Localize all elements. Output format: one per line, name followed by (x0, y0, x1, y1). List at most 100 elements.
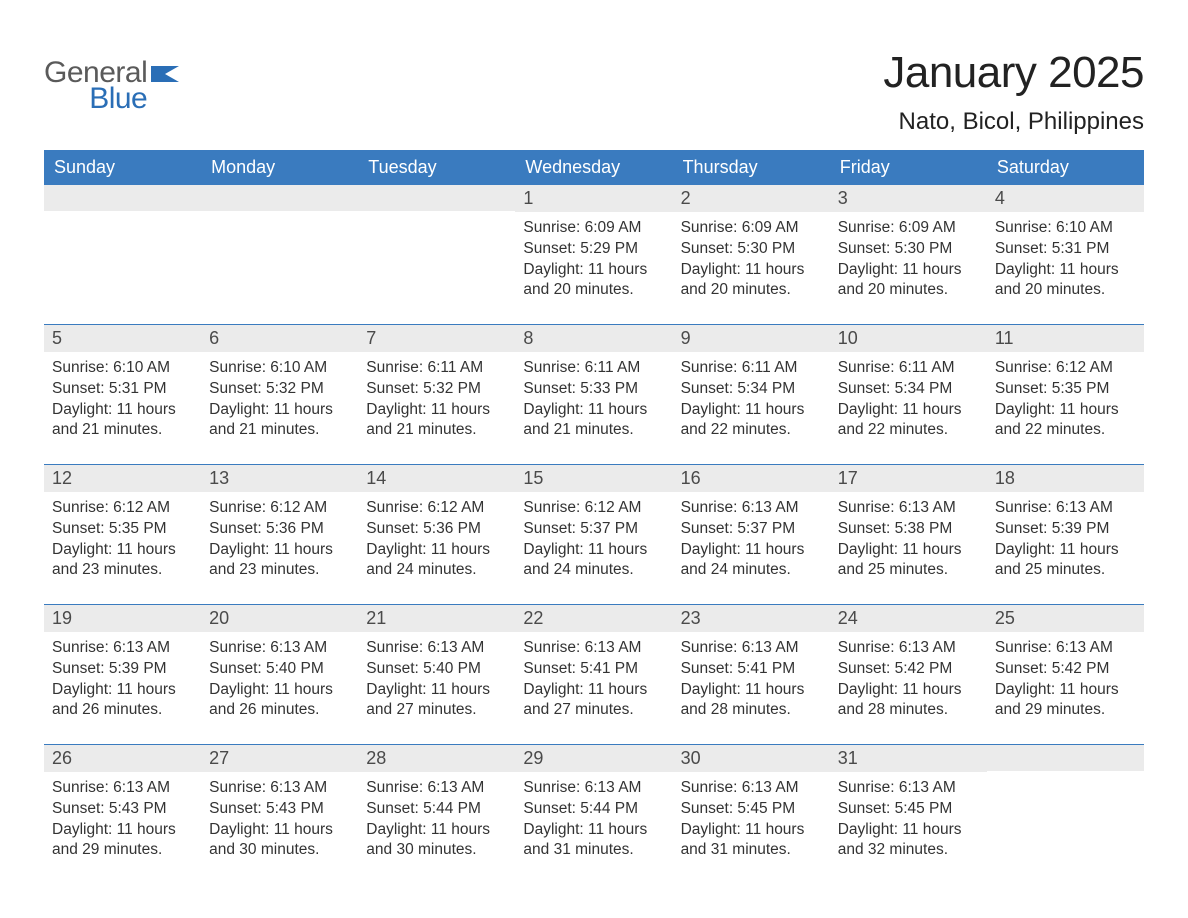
logo: General Blue (44, 48, 179, 114)
day-cell: 8Sunrise: 6:11 AMSunset: 5:33 PMDaylight… (515, 325, 672, 446)
daylight-line: Daylight: 11 hours and 29 minutes. (995, 680, 1136, 722)
day-cell: 31Sunrise: 6:13 AMSunset: 5:45 PMDayligh… (830, 745, 987, 866)
sunrise-line: Sunrise: 6:13 AM (681, 638, 822, 659)
day-number: 14 (358, 465, 515, 492)
day-header-thursday: Thursday (673, 150, 830, 185)
day-cell: 1Sunrise: 6:09 AMSunset: 5:29 PMDaylight… (515, 185, 672, 306)
sunset-line: Sunset: 5:30 PM (681, 239, 822, 260)
sunrise-line: Sunrise: 6:09 AM (681, 218, 822, 239)
daylight-line: Daylight: 11 hours and 25 minutes. (838, 540, 979, 582)
day-cell: 9Sunrise: 6:11 AMSunset: 5:34 PMDaylight… (673, 325, 830, 446)
day-cell: 19Sunrise: 6:13 AMSunset: 5:39 PMDayligh… (44, 605, 201, 726)
daylight-line: Daylight: 11 hours and 22 minutes. (995, 400, 1136, 442)
sunset-line: Sunset: 5:34 PM (681, 379, 822, 400)
day-cell: 16Sunrise: 6:13 AMSunset: 5:37 PMDayligh… (673, 465, 830, 586)
day-cell: 27Sunrise: 6:13 AMSunset: 5:43 PMDayligh… (201, 745, 358, 866)
day-number: 19 (44, 605, 201, 632)
daylight-line: Daylight: 11 hours and 21 minutes. (209, 400, 350, 442)
day-number: 22 (515, 605, 672, 632)
day-number: 21 (358, 605, 515, 632)
day-data: Sunrise: 6:13 AMSunset: 5:40 PMDaylight:… (201, 632, 358, 726)
sunrise-line: Sunrise: 6:12 AM (209, 498, 350, 519)
sunset-line: Sunset: 5:33 PM (523, 379, 664, 400)
day-number: 12 (44, 465, 201, 492)
sunrise-line: Sunrise: 6:10 AM (52, 358, 193, 379)
day-data: Sunrise: 6:12 AMSunset: 5:35 PMDaylight:… (987, 352, 1144, 446)
day-number (44, 185, 201, 211)
day-data (358, 211, 515, 305)
daylight-line: Daylight: 11 hours and 29 minutes. (52, 820, 193, 862)
sunrise-line: Sunrise: 6:12 AM (995, 358, 1136, 379)
sunrise-line: Sunrise: 6:13 AM (523, 638, 664, 659)
day-cell (358, 185, 515, 306)
daylight-line: Daylight: 11 hours and 30 minutes. (366, 820, 507, 862)
daylight-line: Daylight: 11 hours and 28 minutes. (681, 680, 822, 722)
weeks-container: 1Sunrise: 6:09 AMSunset: 5:29 PMDaylight… (44, 185, 1144, 866)
day-data: Sunrise: 6:13 AMSunset: 5:43 PMDaylight:… (201, 772, 358, 866)
sunrise-line: Sunrise: 6:10 AM (995, 218, 1136, 239)
calendar: Sunday Monday Tuesday Wednesday Thursday… (44, 150, 1144, 866)
daylight-line: Daylight: 11 hours and 26 minutes. (52, 680, 193, 722)
day-data: Sunrise: 6:12 AMSunset: 5:36 PMDaylight:… (358, 492, 515, 586)
sunset-line: Sunset: 5:32 PM (366, 379, 507, 400)
sunrise-line: Sunrise: 6:13 AM (838, 778, 979, 799)
day-number: 27 (201, 745, 358, 772)
day-header-tuesday: Tuesday (358, 150, 515, 185)
day-cell: 5Sunrise: 6:10 AMSunset: 5:31 PMDaylight… (44, 325, 201, 446)
day-cell: 26Sunrise: 6:13 AMSunset: 5:43 PMDayligh… (44, 745, 201, 866)
sunset-line: Sunset: 5:40 PM (366, 659, 507, 680)
daylight-line: Daylight: 11 hours and 22 minutes. (681, 400, 822, 442)
day-header-row: Sunday Monday Tuesday Wednesday Thursday… (44, 150, 1144, 185)
sunset-line: Sunset: 5:36 PM (366, 519, 507, 540)
day-cell: 14Sunrise: 6:12 AMSunset: 5:36 PMDayligh… (358, 465, 515, 586)
day-number: 18 (987, 465, 1144, 492)
day-cell: 7Sunrise: 6:11 AMSunset: 5:32 PMDaylight… (358, 325, 515, 446)
sunset-line: Sunset: 5:45 PM (838, 799, 979, 820)
sunrise-line: Sunrise: 6:13 AM (995, 498, 1136, 519)
day-number: 17 (830, 465, 987, 492)
sunset-line: Sunset: 5:35 PM (995, 379, 1136, 400)
day-cell: 17Sunrise: 6:13 AMSunset: 5:38 PMDayligh… (830, 465, 987, 586)
sunrise-line: Sunrise: 6:11 AM (366, 358, 507, 379)
sunset-line: Sunset: 5:43 PM (52, 799, 193, 820)
sunrise-line: Sunrise: 6:13 AM (209, 778, 350, 799)
day-number: 25 (987, 605, 1144, 632)
daylight-line: Daylight: 11 hours and 23 minutes. (209, 540, 350, 582)
day-data: Sunrise: 6:11 AMSunset: 5:33 PMDaylight:… (515, 352, 672, 446)
week-row: 12Sunrise: 6:12 AMSunset: 5:35 PMDayligh… (44, 464, 1144, 586)
day-data: Sunrise: 6:13 AMSunset: 5:45 PMDaylight:… (673, 772, 830, 866)
daylight-line: Daylight: 11 hours and 21 minutes. (523, 400, 664, 442)
daylight-line: Daylight: 11 hours and 24 minutes. (366, 540, 507, 582)
daylight-line: Daylight: 11 hours and 30 minutes. (209, 820, 350, 862)
day-number (358, 185, 515, 211)
daylight-line: Daylight: 11 hours and 32 minutes. (838, 820, 979, 862)
day-cell: 3Sunrise: 6:09 AMSunset: 5:30 PMDaylight… (830, 185, 987, 306)
daylight-line: Daylight: 11 hours and 24 minutes. (523, 540, 664, 582)
sunset-line: Sunset: 5:29 PM (523, 239, 664, 260)
daylight-line: Daylight: 11 hours and 31 minutes. (681, 820, 822, 862)
page-header: General Blue January 2025 Nato, Bicol, P… (44, 48, 1144, 136)
day-data: Sunrise: 6:13 AMSunset: 5:44 PMDaylight:… (358, 772, 515, 866)
sunrise-line: Sunrise: 6:12 AM (366, 498, 507, 519)
sunrise-line: Sunrise: 6:13 AM (995, 638, 1136, 659)
day-number: 13 (201, 465, 358, 492)
day-data: Sunrise: 6:11 AMSunset: 5:32 PMDaylight:… (358, 352, 515, 446)
daylight-line: Daylight: 11 hours and 20 minutes. (681, 260, 822, 302)
sunrise-line: Sunrise: 6:12 AM (52, 498, 193, 519)
day-number: 10 (830, 325, 987, 352)
day-data: Sunrise: 6:13 AMSunset: 5:42 PMDaylight:… (987, 632, 1144, 726)
day-header-friday: Friday (830, 150, 987, 185)
sunset-line: Sunset: 5:32 PM (209, 379, 350, 400)
day-data: Sunrise: 6:10 AMSunset: 5:31 PMDaylight:… (987, 212, 1144, 306)
sunset-line: Sunset: 5:42 PM (838, 659, 979, 680)
day-data: Sunrise: 6:09 AMSunset: 5:29 PMDaylight:… (515, 212, 672, 306)
sunset-line: Sunset: 5:41 PM (523, 659, 664, 680)
day-cell: 30Sunrise: 6:13 AMSunset: 5:45 PMDayligh… (673, 745, 830, 866)
day-number: 29 (515, 745, 672, 772)
day-data: Sunrise: 6:13 AMSunset: 5:43 PMDaylight:… (44, 772, 201, 866)
sunset-line: Sunset: 5:37 PM (681, 519, 822, 540)
location-subtitle: Nato, Bicol, Philippines (883, 108, 1144, 136)
day-number: 20 (201, 605, 358, 632)
sunrise-line: Sunrise: 6:13 AM (681, 778, 822, 799)
day-data: Sunrise: 6:13 AMSunset: 5:39 PMDaylight:… (987, 492, 1144, 586)
